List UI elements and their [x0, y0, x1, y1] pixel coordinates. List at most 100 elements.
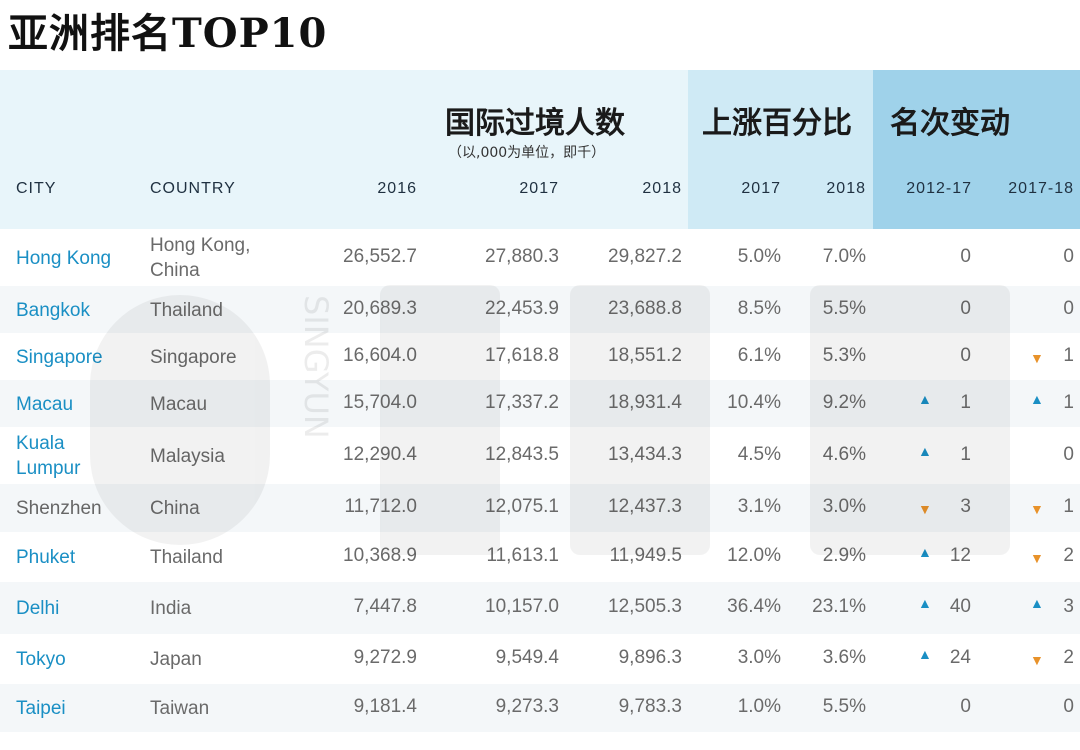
- rank-change-cell: 40: [949, 596, 971, 617]
- growth-cell: 1.0%: [737, 696, 781, 717]
- group-label-rank: 名次变动: [890, 106, 1010, 141]
- rank-change-cell: 0: [1063, 245, 1074, 267]
- rank-change-cell: 1: [960, 391, 971, 413]
- arrivals-cell: 27,880.3: [485, 245, 559, 267]
- rank-change-cell: 0: [1063, 443, 1074, 465]
- country-cell: Malaysia: [150, 445, 225, 467]
- growth-cell: 3.1%: [737, 496, 781, 517]
- city-cell[interactable]: Bangkok: [16, 299, 90, 321]
- group-label-arrivals: 国际过境人数: [445, 106, 625, 141]
- arrivals-cell: 13,434.3: [608, 443, 682, 465]
- growth-cell: 5.5%: [822, 297, 866, 319]
- up-arrow-icon: ▲: [918, 646, 932, 662]
- growth-cell: 5.0%: [737, 245, 781, 267]
- growth-cell: 10.4%: [727, 391, 781, 413]
- arrivals-cell: 11,949.5: [609, 545, 682, 566]
- city-cell[interactable]: Taipei: [16, 698, 66, 719]
- rank-change-cell: 24: [949, 647, 971, 668]
- table-row: Delhi India 7,447.8 10,157.0 12,505.3 36.4% 23…: [0, 582, 1080, 634]
- arrivals-cell: 11,613.1: [486, 545, 559, 566]
- table-row: Shenzhen China 11,712.0 12,075.1 12,437.3 3.1…: [0, 484, 1080, 532]
- growth-cell: 3.6%: [822, 647, 866, 668]
- city-cell[interactable]: Hong Kong: [16, 247, 112, 269]
- rank-change-cell: 2: [1063, 545, 1074, 566]
- city-cell[interactable]: Singapore: [16, 346, 103, 368]
- up-arrow-icon: ▲: [918, 544, 932, 560]
- arrivals-cell: 22,453.9: [485, 297, 559, 319]
- table-row: Taipei Taiwan 9,181.4 9,273.3 9,783.3 1.0% 5.5…: [0, 684, 1080, 732]
- arrivals-cell: 12,843.5: [485, 443, 559, 465]
- ranking-table: 国际过境人数 （以,000为单位，即千） 上涨百分比 名次变动 CITY COU…: [0, 70, 1080, 750]
- table-row: Tokyo Japan 9,272.9 9,549.4 9,896.3 3.0% 3.6% 2…: [0, 634, 1080, 684]
- rank-change-cell: 0: [960, 245, 971, 267]
- up-arrow-icon: ▲: [1030, 390, 1044, 407]
- rank-change-cell: 1: [1063, 344, 1074, 366]
- growth-cell: 3.0%: [737, 647, 781, 668]
- country-cell: Singapore: [150, 346, 237, 368]
- arrivals-cell: 29,827.2: [608, 245, 682, 267]
- rank-header-band: [873, 70, 1080, 229]
- country-cell: Thailand: [150, 547, 223, 568]
- table-row: Hong Kong Hong Kong, China 26,552.7 27,880.…: [0, 229, 1080, 286]
- arrivals-cell: 15,704.0: [343, 391, 417, 413]
- city-cell[interactable]: Kuala Lumpur: [16, 432, 81, 479]
- growth-header-band: [688, 70, 873, 229]
- rank-change-cell: 0: [960, 297, 971, 319]
- arrivals-cell: 23,688.8: [608, 297, 682, 319]
- arrivals-cell: 20,689.3: [343, 297, 417, 319]
- growth-cell: 7.0%: [822, 245, 866, 267]
- growth-cell: 36.4%: [727, 596, 781, 617]
- arrivals-cell: 7,447.8: [353, 596, 417, 617]
- up-arrow-icon: ▲: [918, 595, 932, 611]
- city-cell[interactable]: Phuket: [16, 547, 76, 568]
- up-arrow-icon: ▲: [918, 442, 932, 459]
- growth-cell: 9.2%: [822, 391, 866, 413]
- growth-cell: 3.0%: [822, 496, 866, 517]
- rank-change-cell: 1: [960, 443, 971, 465]
- arrivals-cell: 18,931.4: [608, 391, 682, 413]
- arrivals-cell: 12,075.1: [485, 496, 559, 517]
- table-row: Macau Macau 15,704.0 17,337.2 18,931.4 10.4% 9…: [0, 380, 1080, 427]
- arrivals-cell: 9,783.3: [618, 696, 682, 717]
- rank-change-cell: 1: [1063, 496, 1074, 517]
- table-row: Kuala Lumpur Malaysia 12,290.4 12,843.5 13,4…: [0, 427, 1080, 484]
- table-row: Singapore Singapore 16,604.0 17,618.8 18,551…: [0, 333, 1080, 380]
- arrivals-cell: 12,505.3: [608, 596, 682, 617]
- arrivals-cell: 26,552.7: [343, 245, 417, 267]
- rank-change-cell: 0: [1063, 696, 1074, 717]
- arrivals-cell: 9,273.3: [495, 696, 559, 717]
- down-arrow-icon: ▼: [1030, 349, 1044, 366]
- down-arrow-icon: ▼: [918, 501, 932, 517]
- growth-cell: 12.0%: [727, 545, 781, 566]
- page-title: 亚洲排名TOP10: [8, 10, 328, 57]
- col-head-city: CITY: [16, 180, 57, 197]
- rank-change-cell: 2: [1063, 647, 1074, 668]
- growth-cell: 6.1%: [737, 344, 781, 366]
- col-head-2017: 2017: [519, 180, 559, 197]
- growth-cell: 4.6%: [822, 443, 866, 465]
- col-head-2016: 2016: [377, 180, 417, 197]
- city-cell[interactable]: Macau: [16, 393, 74, 415]
- arrivals-cell: 12,290.4: [343, 443, 417, 465]
- rank-change-cell: 12: [949, 545, 971, 566]
- rank-change-cell: 0: [1063, 297, 1074, 319]
- country-cell: Taiwan: [150, 698, 210, 719]
- growth-cell: 5.5%: [822, 696, 866, 717]
- col-head-country: COUNTRY: [150, 180, 236, 197]
- city-cell: Shenzhen: [16, 498, 102, 519]
- city-cell[interactable]: Tokyo: [16, 649, 66, 670]
- down-arrow-icon: ▼: [1030, 652, 1044, 668]
- country-cell: China: [150, 498, 200, 519]
- rank-change-cell: 0: [960, 344, 971, 366]
- growth-cell: 4.5%: [737, 443, 781, 465]
- col-head-growth-2018: 2018: [826, 180, 866, 197]
- col-head-growth-2017: 2017: [741, 180, 781, 197]
- country-cell: Thailand: [150, 299, 223, 321]
- arrivals-cell: 18,551.2: [608, 344, 682, 366]
- group-note-arrivals: （以,000为单位，即千）: [448, 145, 606, 161]
- country-cell: Macau: [150, 393, 208, 415]
- arrivals-cell: 9,181.4: [353, 696, 417, 717]
- city-cell[interactable]: Delhi: [16, 598, 60, 619]
- arrivals-cell: 17,337.2: [485, 391, 559, 413]
- growth-cell: 23.1%: [812, 596, 866, 617]
